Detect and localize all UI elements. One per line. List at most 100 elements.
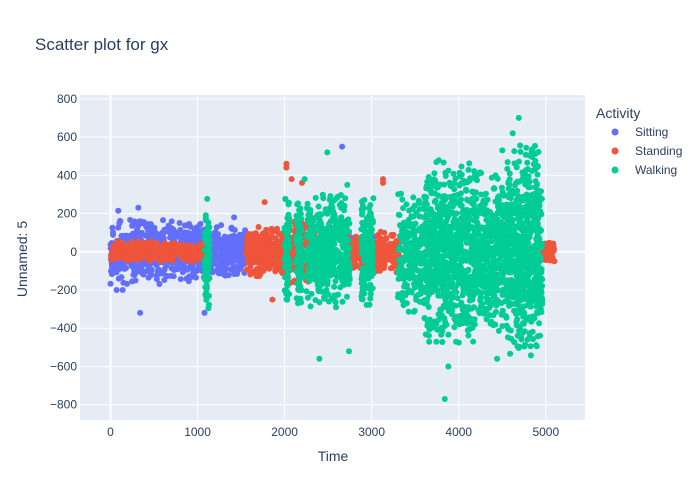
data-point — [378, 261, 385, 268]
data-point — [252, 244, 259, 251]
data-point — [532, 298, 539, 304]
data-point — [532, 281, 539, 288]
data-point — [434, 326, 441, 333]
data-point — [492, 283, 499, 290]
data-point — [499, 292, 506, 298]
data-point — [421, 315, 428, 321]
data-point — [369, 261, 375, 268]
data-point — [211, 242, 218, 249]
data-point — [129, 221, 136, 228]
data-point — [360, 287, 366, 294]
data-point — [449, 279, 456, 286]
data-point — [532, 158, 539, 164]
data-point — [450, 302, 457, 309]
data-point — [425, 174, 432, 180]
data-point — [108, 271, 115, 278]
data-point — [507, 350, 514, 357]
data-point — [518, 270, 525, 277]
data-point — [433, 257, 440, 264]
data-point — [201, 262, 208, 269]
data-point — [482, 305, 489, 312]
data-point — [297, 210, 304, 217]
data-point — [128, 238, 135, 245]
data-point — [458, 277, 465, 284]
data-point — [359, 239, 366, 246]
data-point — [424, 259, 431, 266]
data-point — [386, 241, 393, 247]
data-point — [541, 251, 548, 258]
data-point — [523, 144, 530, 151]
data-point — [236, 240, 243, 247]
data-point — [315, 268, 321, 275]
data-point — [466, 214, 473, 221]
data-point — [206, 292, 212, 299]
data-point — [385, 252, 392, 259]
data-point — [312, 194, 319, 201]
data-point — [499, 244, 506, 251]
data-point — [119, 287, 126, 293]
y-tick-label: 0 — [70, 245, 77, 259]
data-point — [440, 159, 447, 166]
data-point — [534, 171, 541, 178]
data-point — [204, 247, 211, 254]
data-point — [359, 219, 366, 226]
data-point — [520, 329, 527, 336]
data-point — [337, 192, 344, 198]
data-point — [367, 202, 374, 208]
data-point — [443, 321, 450, 328]
data-point — [395, 251, 402, 258]
data-point — [535, 148, 542, 155]
data-point — [537, 275, 544, 282]
data-point — [335, 291, 342, 298]
data-point — [481, 236, 488, 243]
data-point — [451, 180, 458, 187]
data-point — [456, 182, 463, 189]
data-point — [410, 308, 417, 315]
data-point — [407, 253, 414, 260]
legend-label: Walking — [635, 163, 677, 177]
data-point — [257, 250, 264, 257]
data-point — [145, 244, 152, 251]
data-point — [457, 320, 464, 326]
data-point — [265, 242, 272, 248]
data-point — [294, 280, 301, 287]
legend-item-sitting[interactable]: Sitting — [611, 125, 669, 139]
data-point — [478, 308, 485, 315]
data-point — [269, 296, 276, 303]
data-point — [527, 303, 534, 310]
data-point — [509, 209, 516, 216]
data-point — [263, 226, 270, 233]
legend-items[interactable]: Sitting Standing Walking — [611, 125, 683, 177]
data-point — [204, 234, 211, 241]
y-tick-label: −200 — [50, 283, 77, 297]
data-point — [428, 267, 434, 274]
data-point — [519, 220, 526, 227]
data-point — [115, 224, 122, 231]
data-point — [505, 291, 512, 298]
data-point — [189, 270, 196, 277]
legend-title: Activity — [596, 105, 640, 121]
data-point — [359, 296, 366, 303]
data-point — [338, 217, 344, 224]
data-point — [537, 256, 544, 263]
data-point — [539, 240, 545, 247]
legend[interactable]: Activity Sitting Standing Walking — [596, 105, 682, 177]
data-point — [395, 191, 402, 198]
data-point — [491, 214, 498, 220]
legend-item-walking[interactable]: Walking — [611, 163, 678, 177]
data-point — [532, 166, 539, 173]
data-point — [161, 277, 168, 283]
data-point — [464, 320, 471, 327]
data-point — [115, 207, 122, 214]
data-point — [222, 246, 229, 253]
data-point — [192, 257, 199, 264]
data-point — [228, 255, 235, 262]
data-point — [346, 244, 353, 251]
data-point — [476, 237, 483, 244]
data-point — [517, 148, 524, 155]
data-point — [184, 253, 191, 260]
data-point — [113, 287, 120, 293]
data-point — [338, 200, 345, 207]
data-point — [216, 270, 223, 277]
legend-item-standing[interactable]: Standing — [611, 144, 683, 158]
